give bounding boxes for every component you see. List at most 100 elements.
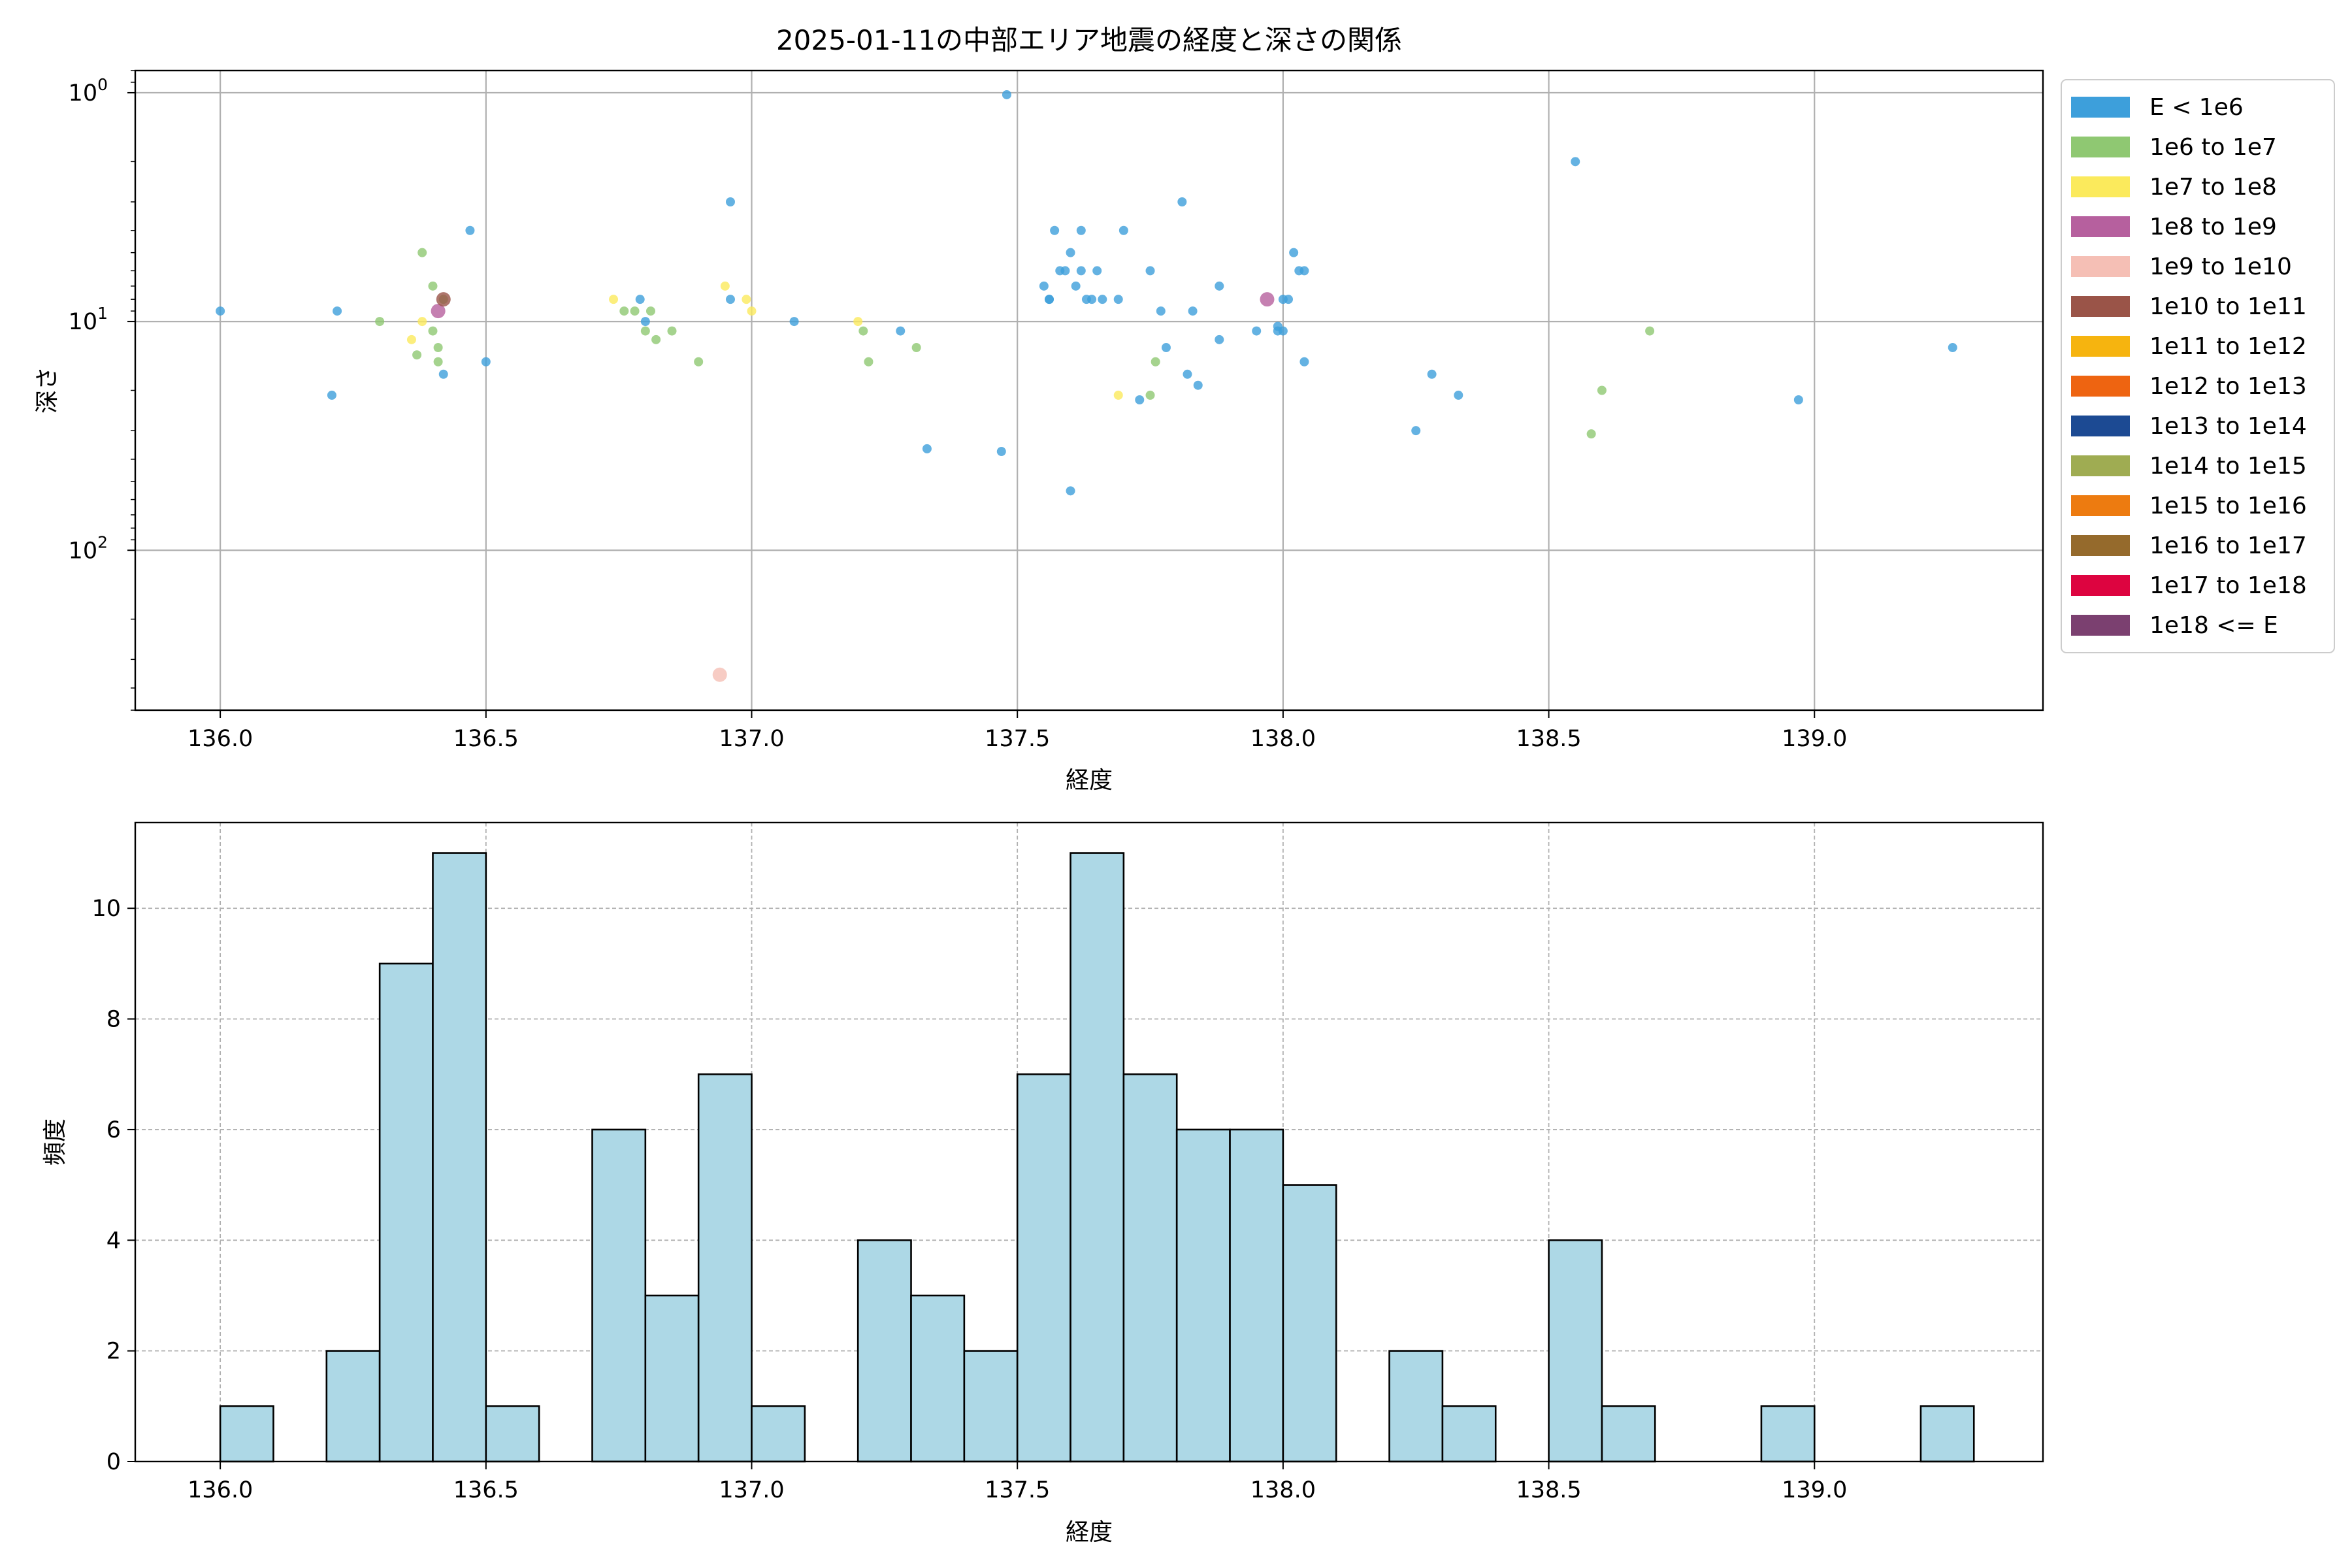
scatter-point (1299, 266, 1309, 276)
scatter-point (428, 281, 438, 291)
legend-swatch (2071, 176, 2130, 197)
scatter-point (428, 326, 438, 336)
scatter-x-tick-label: 137.0 (719, 726, 784, 752)
legend-label: 1e13 to 1e14 (2149, 413, 2307, 440)
scatter-point (1183, 369, 1192, 379)
scatter-y-tick-label: 102 (69, 532, 108, 564)
histogram-bar (219, 1405, 274, 1463)
scatter-point (922, 444, 932, 453)
histogram-y-tick-label: 10 (91, 896, 121, 922)
scatter-point (1044, 295, 1054, 304)
legend-label: 1e17 to 1e18 (2149, 572, 2307, 599)
scatter-point (1050, 225, 1060, 235)
scatter-point (1060, 266, 1070, 276)
scatter-x-tick-label: 139.0 (1782, 726, 1847, 752)
legend-label: 1e6 to 1e7 (2149, 134, 2277, 161)
scatter-point (433, 357, 443, 367)
scatter-point (333, 306, 342, 316)
scatter-point (1427, 369, 1437, 379)
histogram-y-axis-label: 頻度 (42, 1119, 69, 1166)
scatter-point (1113, 295, 1123, 304)
scatter-point (1289, 248, 1299, 257)
scatter-point (1948, 342, 1957, 352)
scatter-point (640, 326, 650, 336)
scatter-point (1177, 197, 1187, 207)
scatter-point (481, 357, 491, 367)
legend: E < 1e6 1e6 to 1e7 1e7 to 1e8 1e8 to 1e9 1e9… (2061, 79, 2335, 653)
scatter-point (406, 335, 416, 344)
scatter-point (619, 306, 629, 316)
scatter-x-tick-label: 138.5 (1516, 726, 1581, 752)
scatter-point (1571, 157, 1580, 167)
histogram-y-tick-label: 2 (106, 1339, 121, 1365)
legend-swatch (2071, 416, 2130, 436)
scatter-point (635, 295, 645, 304)
scatter-point (465, 225, 475, 235)
histogram-bar (1388, 1350, 1444, 1463)
scatter-point (896, 326, 906, 336)
scatter-point (433, 342, 443, 352)
scatter-point (645, 306, 655, 316)
histogram-bar (325, 1350, 381, 1463)
legend-label: 1e18 <= E (2149, 612, 2278, 639)
histogram-bar (644, 1294, 700, 1463)
scatter-point (1087, 295, 1097, 304)
histogram-bar (1229, 1128, 1284, 1463)
histogram-x-tick-label: 139.0 (1782, 1477, 1847, 1503)
scatter-point (1076, 266, 1086, 276)
legend-label: 1e8 to 1e9 (2149, 214, 2277, 240)
scatter-point (747, 306, 757, 316)
scatter-point (1135, 395, 1145, 404)
legend-label: E < 1e6 (2149, 94, 2244, 121)
scatter-point (1260, 292, 1275, 307)
histogram-y-tick-label: 8 (106, 1007, 121, 1033)
scatter-point (694, 357, 704, 367)
scatter-point (1193, 380, 1203, 390)
histogram-bar (591, 1128, 647, 1463)
legend-swatch (2071, 615, 2130, 636)
scatter-x-tick-label: 138.0 (1250, 726, 1316, 752)
scatter-point (1454, 390, 1463, 400)
scatter-point (436, 292, 451, 307)
scatter-point (1597, 385, 1607, 395)
legend-label: 1e12 to 1e13 (2149, 373, 2307, 400)
scatter-point (1113, 390, 1123, 400)
legend-swatch (2071, 376, 2130, 397)
histogram-x-ticks: 136.0 136.5 137.0 137.5 138.0 138.5 139.0 (188, 1462, 1847, 1503)
scatter-point (431, 304, 446, 319)
scatter-point (853, 317, 863, 327)
scatter-chart: 2025-01-11の中部エリア地震の経度と深さの関係 136.0 136.5 13… (34, 24, 2335, 794)
histogram-bar (963, 1350, 1019, 1463)
histogram-chart: 136.0 136.5 137.0 137.5 138.0 138.5 139.0 0 2 4 6… (42, 821, 2044, 1546)
histogram-x-tick-label: 137.0 (719, 1477, 784, 1503)
histogram-bar (1601, 1405, 1656, 1463)
scatter-point (864, 357, 874, 367)
scatter-point (438, 369, 448, 379)
histogram-bar (1548, 1239, 1603, 1463)
scatter-x-tick-label: 136.5 (453, 726, 519, 752)
scatter-point (327, 390, 336, 400)
legend-label: 1e11 to 1e12 (2149, 333, 2307, 360)
scatter-point (1411, 426, 1421, 436)
scatter-point (1215, 335, 1224, 344)
legend-swatch (2071, 455, 2130, 476)
scatter-point (667, 326, 677, 336)
scatter-point (720, 281, 730, 291)
histogram-bar (1175, 1128, 1231, 1463)
scatter-x-tick-label: 137.5 (985, 726, 1050, 752)
legend-label: 1e16 to 1e17 (2149, 532, 2307, 559)
scatter-point (1076, 225, 1086, 235)
legend-swatch (2071, 336, 2130, 357)
scatter-point (1071, 281, 1081, 291)
histogram-axes-frame (134, 821, 2044, 1463)
scatter-point (725, 197, 735, 207)
histogram-y-tick-label: 4 (106, 1228, 121, 1254)
scatter-point (1002, 90, 1011, 99)
scatter-point (640, 317, 650, 327)
scatter-point (1145, 390, 1155, 400)
legend-box (2061, 79, 2335, 653)
legend-swatch (2071, 256, 2130, 277)
histogram-bar (1282, 1184, 1337, 1463)
scatter-point (417, 317, 427, 327)
scatter-point (1252, 326, 1262, 336)
